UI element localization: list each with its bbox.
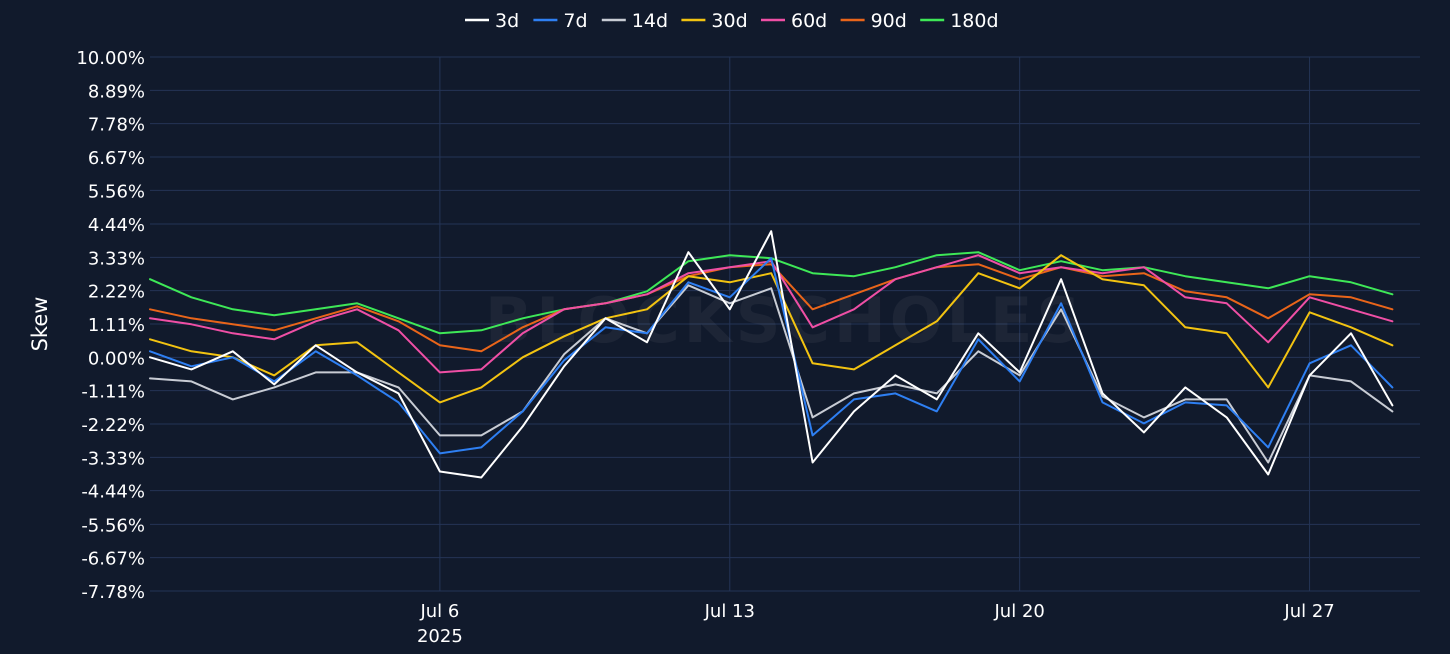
y-tick-label: 7.78% xyxy=(88,115,145,136)
legend: 3d 7d 14d 30d 60d 90d 180d xyxy=(465,10,999,32)
y-tick-label: 10.00% xyxy=(76,48,145,69)
y-tick-label: -2.22% xyxy=(81,415,145,436)
y-tick-label: 2.22% xyxy=(88,282,145,303)
legend-label: 3d xyxy=(495,10,519,32)
x-tick-label: Jul 13 xyxy=(704,601,755,622)
y-tick-label: 4.44% xyxy=(88,215,145,236)
y-tick-label: -3.33% xyxy=(81,448,145,469)
y-tick-label: 6.67% xyxy=(88,148,145,169)
legend-item-90d[interactable]: 90d xyxy=(840,10,907,32)
series-lines xyxy=(149,230,1394,479)
x-tick-sublabel: 2025 xyxy=(417,626,463,647)
legend-item-180d[interactable]: 180d xyxy=(920,10,999,32)
x-axis-ticks: Jul 6 2025 Jul 13 Jul 20 Jul 27 xyxy=(417,601,1335,647)
legend-item-3d[interactable]: 3d xyxy=(465,10,519,32)
y-axis-ticks: 10.00% 8.89% 7.78% 6.67% 5.56% 4.44% 3.33% 2.22… xyxy=(76,48,145,603)
x-tick-label: Jul 6 xyxy=(419,601,459,622)
legend-label: 14d xyxy=(632,10,668,32)
x-tick-label: Jul 27 xyxy=(1283,601,1334,622)
legend-label: 90d xyxy=(871,10,907,32)
y-tick-label: 5.56% xyxy=(88,181,145,202)
y-tick-label: -1.11% xyxy=(81,382,145,403)
legend-item-7d[interactable]: 7d xyxy=(533,10,588,32)
legend-item-30d[interactable]: 30d xyxy=(681,10,748,32)
series-line-3d xyxy=(149,230,1394,479)
y-axis-label: Skew xyxy=(28,297,52,352)
legend-label: 180d xyxy=(950,10,998,32)
legend-item-60d[interactable]: 60d xyxy=(761,10,827,32)
legend-item-14d[interactable]: 14d xyxy=(601,10,668,32)
x-tick-label: Jul 20 xyxy=(994,601,1045,622)
series-line-7d xyxy=(149,257,1394,455)
y-tick-label: 1.11% xyxy=(88,315,145,336)
legend-label: 60d xyxy=(791,10,827,32)
y-tick-label: -4.44% xyxy=(81,482,145,503)
legend-label: 30d xyxy=(711,10,747,32)
series-line-30d xyxy=(149,254,1394,404)
y-tick-label: -5.56% xyxy=(81,515,145,536)
y-tick-label: -7.78% xyxy=(81,582,145,603)
y-tick-label: 0.00% xyxy=(88,348,145,369)
y-tick-label: 3.33% xyxy=(88,248,145,269)
grid xyxy=(150,56,1420,592)
y-tick-label: -6.67% xyxy=(81,549,145,570)
series-line-90d xyxy=(149,263,1394,353)
y-tick-label: 8.89% xyxy=(88,81,145,102)
legend-label: 7d xyxy=(563,10,587,32)
